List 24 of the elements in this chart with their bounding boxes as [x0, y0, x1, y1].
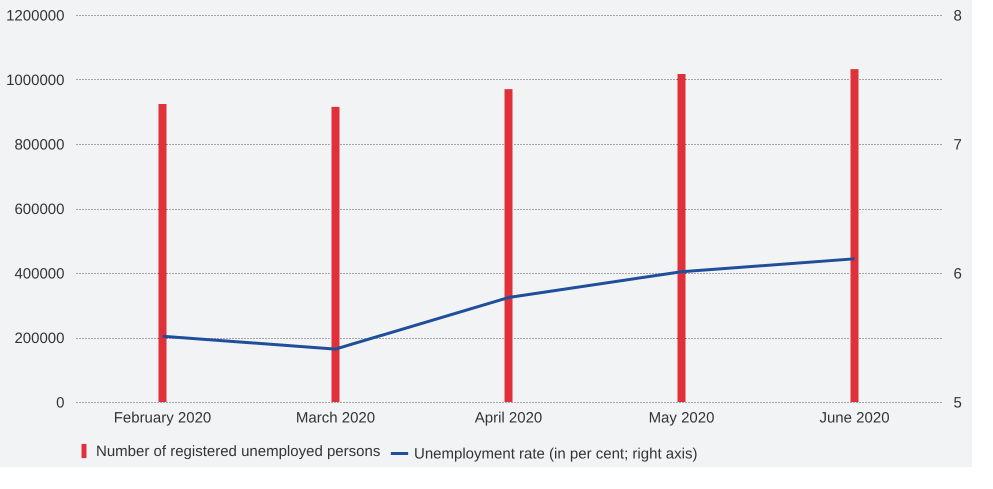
y-tick-label: 800000 [14, 136, 64, 154]
x-tick-label: March 2020 [296, 410, 376, 426]
y2-tick-label: 5 [954, 394, 962, 412]
bar [678, 74, 686, 402]
y-tick-label: 1000000 [6, 72, 64, 89]
x-tick-label: February 2020 [114, 410, 212, 426]
bar [850, 69, 858, 402]
legend-label: Number of registered unemployed persons [96, 443, 380, 460]
y-tick-label: 200000 [14, 330, 64, 347]
x-tick-label: April 2020 [474, 410, 542, 426]
y2-tick-label: 6 [954, 266, 962, 282]
line-series [161, 257, 856, 351]
bar [332, 106, 340, 402]
y2-tick-label: 7 [954, 136, 962, 154]
x-tick-label: May 2020 [648, 410, 714, 426]
y-tick-label: 600000 [14, 201, 64, 218]
y2-tick-label: 8 [954, 8, 962, 24]
bar [504, 89, 512, 402]
bar [158, 104, 166, 402]
y-tick-label: 400000 [14, 266, 64, 282]
y-tick-label: 0 [56, 394, 64, 412]
legend-label: Unemployment rate (in per cent; right axis) [414, 446, 698, 462]
y-tick-label: 1200000 [6, 8, 64, 24]
x-tick-label: June 2020 [819, 410, 890, 426]
